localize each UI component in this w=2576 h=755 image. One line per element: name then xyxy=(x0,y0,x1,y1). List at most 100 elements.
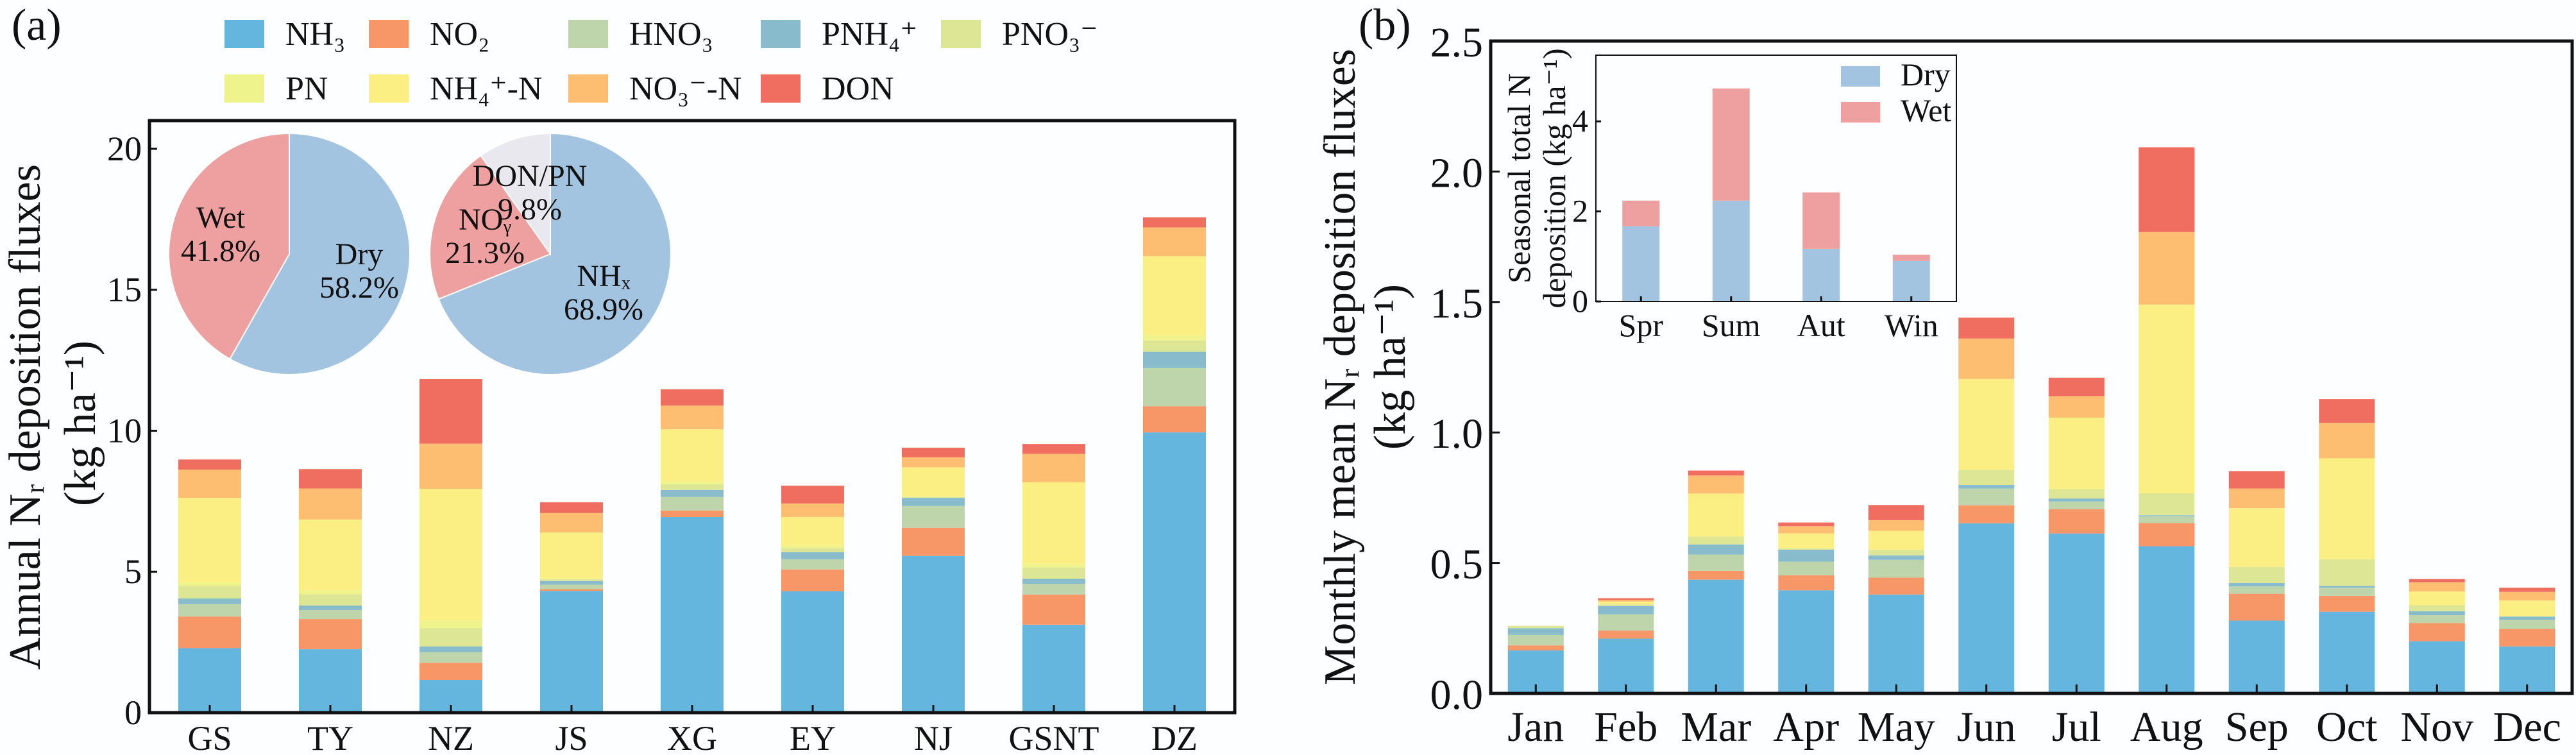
plot-frame xyxy=(1489,39,2574,695)
bar-segment xyxy=(2048,377,2105,396)
legend-swatch xyxy=(369,20,409,48)
legend-label: NH₃ xyxy=(285,16,345,53)
legend-item: NO₂ xyxy=(369,16,489,53)
bar-segment xyxy=(419,620,482,629)
bar-segment xyxy=(661,510,724,517)
bar-segment xyxy=(2139,523,2195,547)
bar-stack xyxy=(419,379,482,713)
legend-item: DON xyxy=(761,71,894,107)
bar-segment xyxy=(2139,232,2195,305)
y-tick-label: 2 xyxy=(1572,193,1588,229)
x-tick-label: Jun xyxy=(1957,704,2016,751)
bar-segment xyxy=(1022,584,1085,595)
legend-swatch xyxy=(225,20,264,48)
bar-segment xyxy=(1868,505,1924,520)
x-tick-label: Aug xyxy=(2130,704,2203,751)
bar-segment xyxy=(540,502,603,513)
bar-segment xyxy=(1143,335,1206,341)
bar-segment xyxy=(1958,470,2015,485)
bar-segment xyxy=(1022,454,1085,482)
bar-segment xyxy=(1022,594,1085,625)
y-tick-label: 0.5 xyxy=(1430,541,1484,588)
bar-segment xyxy=(1022,567,1085,579)
bar-stack xyxy=(661,389,724,713)
bar-segment xyxy=(178,648,241,713)
bar-segment xyxy=(178,470,241,498)
bar-segment xyxy=(299,488,362,520)
bar-segment xyxy=(2499,620,2555,629)
pie-slice xyxy=(168,132,290,360)
bar-segment xyxy=(2409,582,2465,591)
bar-segment xyxy=(419,443,482,489)
legend-item: NH₃ xyxy=(225,16,345,53)
bar-segment xyxy=(661,496,724,511)
bar-stack xyxy=(540,502,603,713)
x-tick-label: Dec xyxy=(2493,704,2561,751)
pie-slice xyxy=(437,132,672,375)
x-tick-label: EY xyxy=(790,719,836,755)
x-tick-label: Win xyxy=(1885,307,1938,343)
bar-stack xyxy=(2139,147,2195,693)
bar-segment xyxy=(2228,586,2285,594)
bar-segment xyxy=(2139,493,2195,516)
bar-segment xyxy=(2139,147,2195,232)
y-tick-label: 5 xyxy=(124,552,142,591)
bar-segment xyxy=(1868,594,1924,693)
bar-segment xyxy=(1802,192,1840,249)
bar-segment xyxy=(2319,586,2375,588)
x-tick-label: Nov xyxy=(2400,704,2473,751)
bar-segment xyxy=(419,663,482,681)
bar-segment xyxy=(902,447,965,457)
legend-label: NO₃⁻-N xyxy=(629,71,742,107)
bar-segment xyxy=(540,513,603,533)
bar-segment xyxy=(419,646,482,652)
pie-label: NOᵧ xyxy=(459,203,511,237)
bar-segment xyxy=(1022,564,1085,568)
bar-segment xyxy=(1712,200,1750,301)
bar-segment xyxy=(1598,614,1654,631)
bar-segment xyxy=(1688,475,1744,494)
y-tick-label: 0 xyxy=(124,693,142,732)
bar-segment xyxy=(2319,399,2375,423)
legend-swatch xyxy=(369,74,409,103)
bar-segment xyxy=(1022,444,1085,454)
plot-frame xyxy=(148,119,1237,715)
legend-label: NO₂ xyxy=(430,16,489,53)
bar-segment xyxy=(1143,227,1206,257)
pie-label: DON/PN xyxy=(473,159,588,193)
bar-segment xyxy=(2139,304,2195,493)
bar-segment xyxy=(1622,226,1660,301)
bar-segment xyxy=(419,489,482,621)
bar-segment xyxy=(781,545,844,548)
bar-segment xyxy=(2228,620,2285,693)
bar-segment xyxy=(540,589,603,591)
x-tick-label: Sum xyxy=(1702,307,1761,343)
bar-segment xyxy=(661,389,724,406)
bar-stack xyxy=(1712,88,1750,301)
bar-segment xyxy=(2048,533,2105,693)
legend-item: NO₃⁻-N xyxy=(568,71,742,107)
legend-label: DON xyxy=(822,71,894,107)
bar-segment xyxy=(299,519,362,591)
bar-segment xyxy=(902,527,965,556)
bar-segment xyxy=(1958,378,2015,470)
legend: NH₃ NO₂ HNO₃ PNH₄⁺ PNO₃⁻ PN NH₄⁺-N NO₃⁻-N DON xyxy=(225,16,1098,107)
bar-segment xyxy=(781,548,844,552)
x-tick-label: JS xyxy=(555,719,588,755)
bar-segment xyxy=(1143,340,1206,352)
bar-segment xyxy=(1868,577,1924,595)
plot-frame xyxy=(1595,55,1957,302)
bar-segment xyxy=(661,484,724,490)
pie-percent: 58.2% xyxy=(319,271,399,305)
bar-segment xyxy=(1958,488,2015,505)
bar-segment xyxy=(1022,579,1085,584)
y-tick-label: 4 xyxy=(1572,103,1588,139)
panel-label-b: (b) xyxy=(1359,1,1411,50)
bar-segment xyxy=(2228,582,2285,587)
bar-segment xyxy=(1598,598,1654,600)
bar-segment xyxy=(540,532,603,579)
bar-segment xyxy=(781,503,844,517)
bar-segment xyxy=(1622,200,1660,226)
